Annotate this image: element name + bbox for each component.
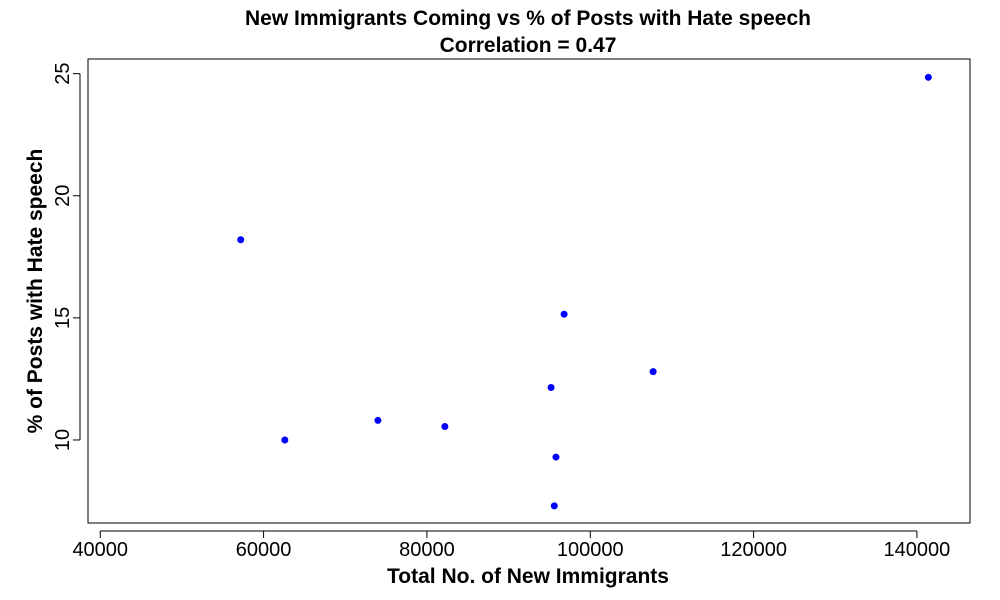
data-point [374, 416, 382, 424]
x-axis-label: Total No. of New Immigrants [387, 565, 669, 588]
data-points [237, 73, 932, 510]
y-tick-label: 15 [52, 307, 74, 329]
data-point [547, 383, 555, 391]
x-tick-label: 140000 [884, 539, 951, 561]
y-tick-label: 10 [52, 429, 74, 451]
data-point [924, 73, 932, 81]
chart-subtitle: Correlation = 0.47 [440, 34, 617, 57]
y-tick-label: 20 [52, 185, 74, 207]
data-point [550, 502, 558, 510]
data-point [552, 453, 560, 461]
data-point [649, 368, 657, 376]
y-axis: 10 15 20 25 [52, 63, 81, 451]
x-tick-label: 80000 [399, 539, 455, 561]
data-point [441, 423, 449, 431]
y-axis-label: % of Posts with Hate speech [24, 149, 47, 434]
chart-title: New Immigrants Coming vs % of Posts with… [245, 7, 811, 30]
plot-area-frame [87, 58, 971, 524]
data-point [237, 236, 245, 244]
x-tick-label: 120000 [720, 539, 787, 561]
data-point [560, 310, 568, 318]
data-point [281, 436, 289, 444]
x-tick-label: 100000 [557, 539, 624, 561]
x-tick-label: 40000 [72, 539, 128, 561]
x-axis: 40000 60000 80000 100000 120000 140000 [72, 530, 951, 561]
y-tick-label: 25 [52, 63, 74, 85]
x-tick-label: 60000 [236, 539, 292, 561]
